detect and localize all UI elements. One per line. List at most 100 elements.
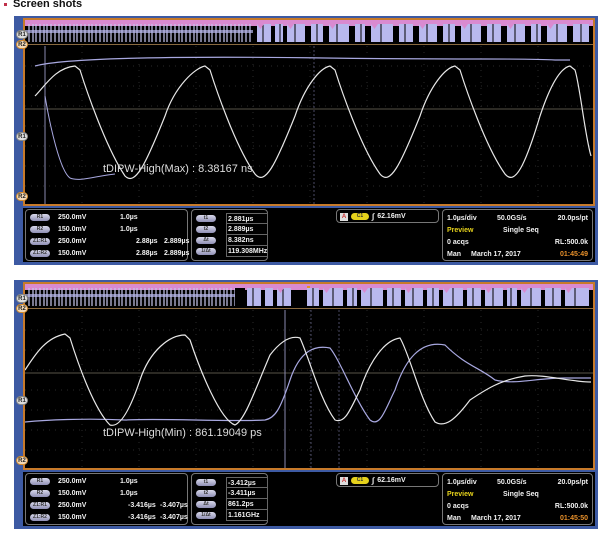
acq-row: Man March 17, 2017 01:45:50	[447, 513, 588, 524]
acq-row: Man March 17, 2017 01:45:49	[447, 249, 588, 260]
acq-row: 0 acqs RL:500.0k	[447, 237, 588, 248]
trigger-readout-box[interactable]: A C1 ∫ 62.16mV	[336, 473, 439, 487]
clock-time: 01:45:50	[559, 515, 588, 522]
cursor-badge: t1	[196, 478, 216, 486]
cursor-badge: t2	[196, 489, 216, 497]
trigger-content: A C1 ∫ 62.16mV	[340, 212, 406, 221]
sample-rate: 50.0GS/s	[497, 215, 527, 222]
acq-row: 1.0µs/div 50.0GS/s 20.0ps/pt	[447, 477, 588, 488]
channel-time: 1.0µs	[120, 214, 138, 221]
acq-count: 0 acqs	[447, 503, 469, 510]
channel-time2: -3.407µs	[160, 514, 188, 521]
cursor-row: Δt 861.2ps	[196, 499, 268, 510]
waveform-graticule	[25, 46, 593, 204]
channel-badge: Z1:R1	[30, 501, 50, 509]
rising-edge-icon: ∫	[372, 476, 375, 485]
r2-marker-analog[interactable]: R2	[16, 456, 28, 465]
cursor-row: 1/Δt 1.161GHz	[196, 510, 268, 521]
digital-bus-overview	[25, 284, 593, 309]
acquisition-readout-box[interactable]: 1.0µs/div 50.0GS/s 20.0ps/pt Preview Sin…	[442, 209, 593, 261]
resolution: 20.0ps/pt	[557, 479, 588, 486]
channel-row: Z1:R2 150.0mV -3.416µs -3.407µs	[30, 513, 188, 523]
channel-badge: Z1:R2	[30, 513, 50, 521]
channel-time: 1.0µs	[120, 490, 138, 497]
channel-time2: 2.889µs	[164, 238, 190, 245]
measurement-annotation: tDIPW-High(Min) : 861.19049 ps	[103, 427, 262, 439]
r1-marker-bus[interactable]: R1	[16, 294, 28, 303]
cursor-row: 1/Δt 119.308MHz	[196, 246, 268, 257]
channel-time: -3.416µs	[128, 514, 156, 521]
date: March 17, 2017	[471, 251, 521, 258]
channel-readout-box[interactable]: R1 250.0mV 1.0µs R2 150.0mV 1.0µs Z1:R1 250.0…	[25, 209, 190, 261]
r1-marker-bus[interactable]: R1	[16, 30, 28, 39]
channel-time: 2.88µs	[136, 250, 158, 257]
cursor-badge: Δt	[196, 500, 216, 508]
channel-time2: 2.889µs	[164, 250, 190, 257]
trigger-source-badge: C1	[351, 213, 369, 220]
acq-row: 0 acqs RL:500.0k	[447, 501, 588, 512]
acq-state: Preview	[447, 491, 474, 498]
channel-scale: 250.0mV	[58, 238, 87, 245]
acq-row: Preview Single Seq	[447, 225, 588, 236]
cursor-row: t1 -3.412µs	[196, 477, 268, 488]
timebase: 1.0µs/div	[447, 479, 477, 486]
channel-row: R2 150.0mV 1.0µs	[30, 225, 138, 235]
trigger-level: 62.16mV	[377, 213, 406, 220]
rising-edge-icon: ∫	[372, 212, 375, 221]
cursor-value: 2.889µs	[226, 224, 268, 235]
analog-waveform-area: tDIPW-High(Min) : 861.19049 ps	[25, 310, 593, 468]
r2-marker-analog[interactable]: R2	[16, 192, 28, 201]
trigger-content: A C1 ∫ 62.16mV	[340, 476, 406, 485]
channel-scale: 250.0mV	[58, 502, 87, 509]
channel-row: R1 250.0mV 1.0µs	[30, 477, 138, 487]
cursor-badge: Δt	[196, 236, 216, 244]
r2-marker-bus[interactable]: R2	[16, 304, 28, 313]
waveform-graticule	[25, 310, 593, 468]
channel-badge: R2	[30, 225, 50, 233]
channel-readout-box[interactable]: R1 250.0mV 1.0µs R2 150.0mV 1.0µs Z1:R1 250.0…	[25, 473, 188, 525]
cursor-badge: 1/Δt	[196, 511, 216, 519]
cursor-readout-box[interactable]: t1 2.881µs t2 2.889µs Δt 8.382ns 1/Δt 119.30…	[191, 209, 268, 261]
r1-marker-analog[interactable]: R1	[16, 132, 28, 141]
acq-row: Preview Single Seq	[447, 489, 588, 500]
trigger-readout-box[interactable]: A C1 ∫ 62.16mV	[336, 209, 439, 223]
channel-scale: 150.0mV	[58, 514, 87, 521]
cursor-value: 119.308MHz	[226, 246, 268, 257]
trigger-mode-icon: A	[340, 476, 348, 485]
trigger-mode-icon: A	[340, 212, 348, 221]
cursor-row: Δt 8.382ns	[196, 235, 268, 246]
section-title: Screen shots	[13, 0, 83, 10]
channel-time: -3.416µs	[128, 502, 156, 509]
channel-row: R2 150.0mV 1.0µs	[30, 489, 138, 499]
cursor-readout-box[interactable]: t1 -3.412µs t2 -3.411µs Δt 861.2ps 1/Δt 1.16…	[191, 473, 268, 525]
bullet-icon	[4, 2, 7, 6]
info-panel: R1 250.0mV 1.0µs R2 150.0mV 1.0µs Z1:R1 250.0…	[23, 472, 595, 526]
cursor-value: 861.2ps	[226, 499, 268, 510]
channel-time: 2.88µs	[136, 238, 158, 245]
channel-scale: 150.0mV	[58, 490, 87, 497]
r1-marker-analog[interactable]: R1	[16, 396, 28, 405]
oscilloscope-screenshot-1: tDIPW-High(Max) : 8.38167 ns R1 R2 R1 R2…	[14, 16, 598, 265]
record-length: RL:500.0k	[554, 239, 588, 246]
trigger-level: 62.16mV	[377, 477, 406, 484]
cursor-value: 2.881µs	[226, 213, 268, 224]
channel-row: Z1:R1 250.0mV -3.416µs -3.407µs	[30, 501, 188, 511]
r2-marker-bus[interactable]: R2	[16, 40, 28, 49]
cursor-row: t1 2.881µs	[196, 213, 268, 224]
trigger-source-badge: C1	[351, 477, 369, 484]
waveform-display: tDIPW-High(Max) : 8.38167 ns R1 R2 R1 R2	[16, 18, 595, 206]
channel-badge: R2	[30, 489, 50, 497]
cursor-value: 1.161GHz	[226, 510, 268, 521]
channel-badge: Z1:R1	[30, 237, 50, 245]
clock-time: 01:45:49	[559, 251, 588, 258]
digital-bus-overview	[25, 20, 593, 45]
resolution: 20.0ps/pt	[557, 215, 588, 222]
control-mode: Man	[447, 251, 461, 258]
acq-row: 1.0µs/div 50.0GS/s 20.0ps/pt	[447, 213, 588, 224]
channel-time2: -3.407µs	[160, 502, 188, 509]
waveform-display: tDIPW-High(Min) : 861.19049 ps R1 R2 R1 …	[16, 282, 595, 470]
cursor-badge: t1	[196, 214, 216, 222]
acq-state: Preview	[447, 227, 474, 234]
channel-row: R1 250.0mV 1.0µs	[30, 213, 138, 223]
acquisition-readout-box[interactable]: 1.0µs/div 50.0GS/s 20.0ps/pt Preview Sin…	[442, 473, 593, 525]
